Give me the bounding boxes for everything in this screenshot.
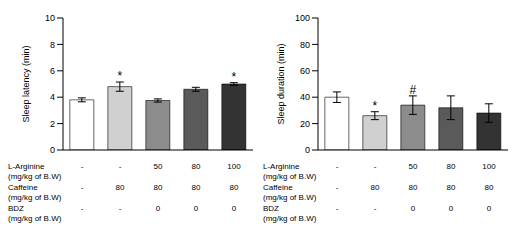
svg-text:10: 10 [45, 13, 55, 23]
svg-text:*: * [232, 70, 237, 84]
svg-text:0: 0 [50, 145, 55, 155]
html-text:BDZ: BDZ [8, 204, 24, 213]
html-text:80: 80 [153, 183, 163, 192]
html-text:50: 50 [153, 162, 163, 171]
svg-text:*: * [373, 99, 378, 113]
html-text:(mg/kg of B.W): (mg/kg of B.W) [263, 172, 317, 181]
html-text:0: 0 [231, 204, 237, 213]
html-text:(mg/kg of B.W): (mg/kg of B.W) [263, 214, 317, 223]
html-text:0: 0 [193, 204, 199, 213]
svg-text:0: 0 [305, 145, 310, 155]
html-text:(mg/kg of B.W): (mg/kg of B.W) [263, 193, 317, 202]
html-text:0: 0 [410, 204, 416, 213]
html-text:100: 100 [482, 162, 496, 171]
svg-text:6: 6 [50, 66, 55, 76]
html-text:80: 80 [191, 183, 201, 192]
svg-text:2: 2 [50, 119, 55, 129]
html-text:80: 80 [408, 183, 418, 192]
svg-text:#: # [409, 83, 416, 97]
html-text:(mg/kg of B.W): (mg/kg of B.W) [8, 172, 62, 181]
html-text:80: 80 [446, 183, 456, 192]
html-text:80: 80 [115, 183, 125, 192]
html-text:0: 0 [448, 204, 454, 213]
svg-text:20: 20 [300, 119, 310, 129]
svg-text:80: 80 [300, 40, 310, 50]
svg-text:Sleep duration (min): Sleep duration (min) [276, 43, 286, 124]
svg-text:60: 60 [300, 66, 310, 76]
svg-text:*: * [118, 69, 123, 83]
html-text:L-Arginine: L-Arginine [263, 162, 300, 171]
html-text:L-Arginine: L-Arginine [8, 162, 45, 171]
html-text:80: 80 [370, 183, 380, 192]
svg-text:8: 8 [50, 40, 55, 50]
html-text:80: 80 [446, 162, 456, 171]
html-text:(mg/kg of B.W): (mg/kg of B.W) [8, 193, 62, 202]
svg-text:40: 40 [300, 92, 310, 102]
html-text:80: 80 [484, 183, 494, 192]
html-text:80: 80 [229, 183, 239, 192]
html-text:Caffeine: Caffeine [263, 183, 293, 192]
html-text:0: 0 [486, 204, 492, 213]
html-text:100: 100 [227, 162, 241, 171]
html-text:Caffeine: Caffeine [8, 183, 38, 192]
svg-text:Sleep latency (min): Sleep latency (min) [21, 45, 31, 122]
html-text:50: 50 [408, 162, 418, 171]
html-text:80: 80 [191, 162, 201, 171]
html-text:0: 0 [155, 204, 161, 213]
html-text:BDZ: BDZ [263, 204, 279, 213]
html-text:(mg/kg of B.W): (mg/kg of B.W) [8, 214, 62, 223]
svg-text:4: 4 [50, 92, 55, 102]
svg-text:100: 100 [295, 13, 310, 23]
